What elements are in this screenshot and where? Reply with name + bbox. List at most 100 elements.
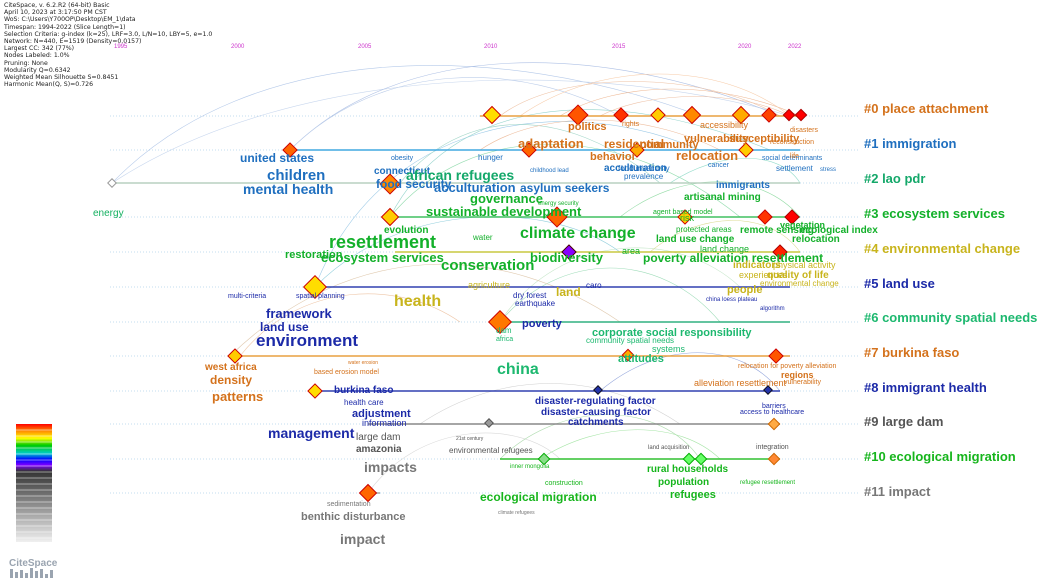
keyword-label: relocation for poverty alleviation — [738, 363, 837, 370]
node[interactable] — [767, 452, 781, 466]
node[interactable] — [107, 178, 117, 188]
node[interactable] — [484, 418, 494, 428]
keyword-label: ecological index — [800, 225, 878, 236]
keyword-label: protected areas — [676, 225, 732, 234]
cluster-label: #3 ecosystem services — [864, 206, 1005, 221]
node[interactable] — [613, 107, 629, 123]
nodes — [107, 104, 808, 503]
keyword-label: disaster-causing factor — [541, 407, 651, 418]
node[interactable] — [307, 383, 323, 399]
node[interactable] — [650, 107, 666, 123]
node[interactable] — [379, 173, 401, 195]
node[interactable] — [621, 348, 635, 362]
keyword-label: disaster-regulating factor — [535, 396, 656, 407]
node[interactable] — [794, 108, 808, 122]
year-tick: 1995 — [114, 44, 128, 50]
node[interactable] — [380, 207, 400, 227]
node[interactable] — [302, 274, 328, 300]
keyword-label: spatial planning — [296, 293, 345, 300]
keyword-label: multi-criteria — [228, 293, 266, 300]
node[interactable] — [768, 348, 784, 364]
keyword-label: mental health — [243, 181, 333, 197]
node[interactable] — [227, 348, 243, 364]
keyword-label: energy security — [538, 201, 579, 207]
cluster-label: #8 immigrant health — [864, 380, 987, 395]
keyword-label: large dam — [356, 432, 400, 443]
keyword-label: framework — [266, 306, 333, 321]
cluster-label: #2 lao pdr — [864, 171, 925, 186]
keyword-label: refugee resettlement — [740, 480, 795, 486]
keyword-label: area — [622, 246, 640, 256]
node[interactable] — [772, 244, 788, 260]
keyword-label: food insecurity — [618, 164, 670, 173]
keyword-label: reconstruction — [770, 139, 814, 146]
keyword-label: dam — [496, 326, 512, 335]
keyword-label: sustainable development — [426, 204, 582, 219]
keyword-label: cancer — [708, 162, 730, 169]
keyword-label: connecticut — [374, 166, 431, 177]
keyword-label: based erosion model — [314, 369, 379, 376]
node[interactable] — [782, 108, 796, 122]
keyword-label: africa — [496, 336, 513, 343]
year-axis: 1995 2000 2005 2010 2015 2020 2022 — [114, 44, 802, 50]
keyword-label: quality of life — [767, 270, 829, 281]
keyword-label: african refugees — [406, 167, 514, 183]
keyword-label: 21st century — [456, 436, 484, 442]
param-line: CiteSpace, v. 6.2.R2 (64-bit) Basic — [4, 2, 110, 9]
keyword-label: construction — [545, 480, 583, 487]
node[interactable] — [482, 105, 502, 125]
keyword-label: acculturation — [604, 163, 667, 174]
keyword-label: poverty — [522, 318, 563, 330]
param-line: Network: N=440, E=1519 (Density=0.0157) — [4, 38, 142, 46]
keyword-label: acculturation — [434, 180, 516, 195]
keyword-label: management — [268, 425, 355, 441]
keyword-label: amazonia — [356, 444, 402, 455]
node[interactable] — [567, 104, 589, 126]
keyword-label: adjustment — [352, 408, 411, 420]
keyword-label: refugees — [670, 489, 716, 501]
keyword-label: land use — [260, 320, 309, 334]
node[interactable] — [682, 452, 696, 466]
keyword-label: ecosystem services — [321, 250, 444, 265]
node[interactable] — [694, 452, 708, 466]
node[interactable] — [629, 142, 645, 158]
node[interactable] — [358, 483, 378, 503]
keyword-label: united states — [240, 151, 314, 165]
keyword-label: children — [267, 167, 325, 184]
keyword-label: ecological migration — [480, 490, 597, 504]
node[interactable] — [593, 385, 603, 395]
keyword-label: accessibility — [700, 120, 749, 130]
param-line: Weighted Mean Silhouette S=0.8451 — [4, 74, 119, 82]
node[interactable] — [487, 309, 513, 335]
node[interactable] — [282, 142, 298, 158]
cluster-label: #9 large dam — [864, 414, 944, 429]
keyword-label: health care — [344, 398, 384, 407]
keyword-label: earthquake — [515, 299, 556, 308]
node[interactable] — [682, 105, 702, 125]
node[interactable] — [561, 244, 577, 260]
node[interactable] — [546, 206, 568, 228]
node[interactable] — [738, 142, 754, 158]
node[interactable] — [763, 385, 773, 395]
keyword-label: health — [394, 293, 441, 310]
keyword-label: experiences — [739, 270, 788, 280]
node[interactable] — [537, 452, 551, 466]
node[interactable] — [784, 209, 800, 225]
node[interactable] — [521, 142, 537, 158]
year-tick: 2010 — [484, 44, 498, 50]
node[interactable] — [731, 105, 751, 125]
keyword-label: indicators — [733, 260, 781, 271]
param-line: Pruning: None — [4, 59, 48, 67]
keyword-label: vulnerability — [784, 379, 821, 386]
keyword-label: information — [362, 418, 407, 428]
keyword-label: climate refugees — [498, 510, 535, 516]
node[interactable] — [677, 209, 693, 225]
node[interactable] — [757, 209, 773, 225]
node[interactable] — [767, 417, 781, 431]
node[interactable] — [761, 107, 777, 123]
keyword-label: community spatial needs — [586, 336, 674, 345]
citespace-logo: CiteSpace — [9, 558, 58, 578]
keyword-label: obesity — [391, 155, 414, 162]
keyword-label: caro — [586, 281, 602, 290]
